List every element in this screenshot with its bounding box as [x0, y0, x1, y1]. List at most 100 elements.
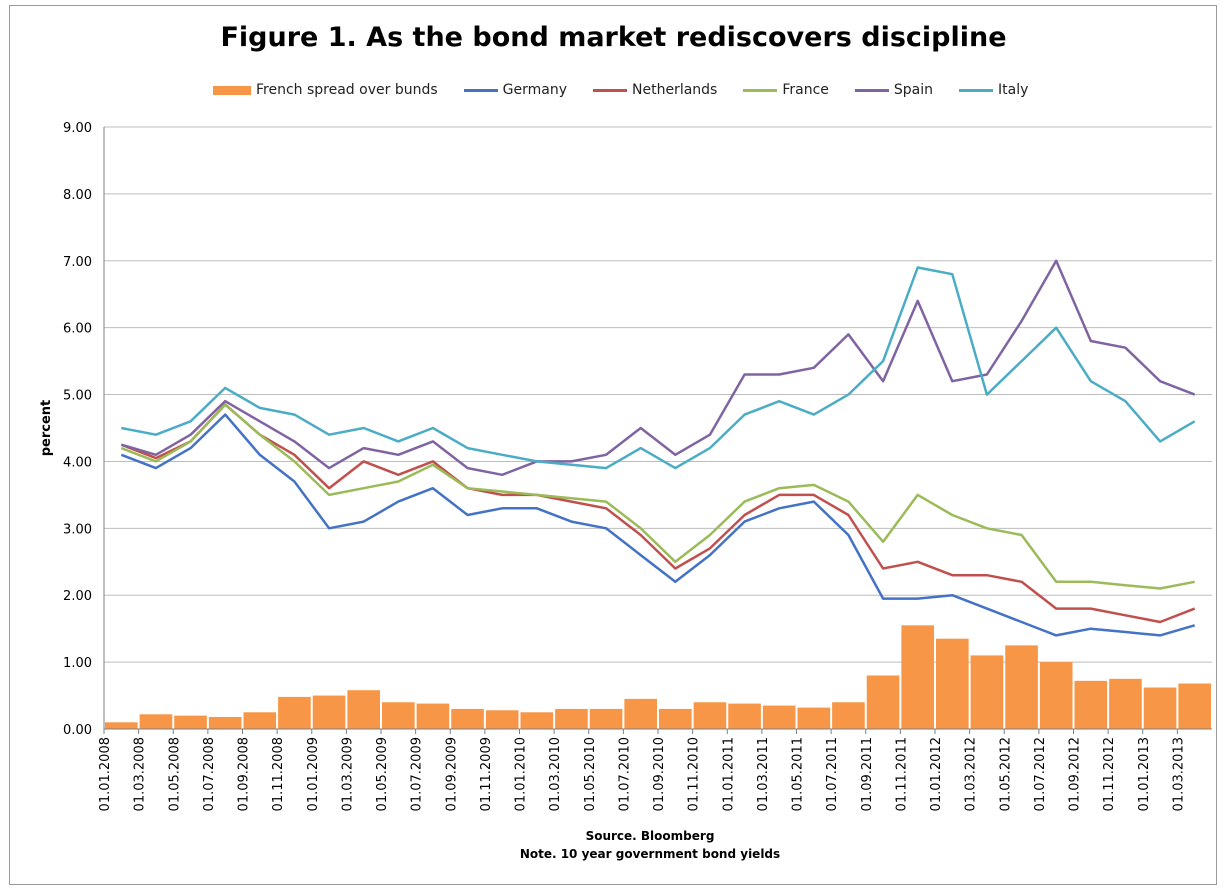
legend-swatch-italy: [959, 88, 994, 92]
x-tick-label: 01.09.2009: [444, 737, 459, 811]
y-tick-label: 2.00: [63, 589, 92, 604]
x-tick-label: 01.01.2012: [929, 737, 944, 811]
x-tick-label: 01.05.2012: [998, 737, 1013, 811]
legend-item-spain: Spain: [854, 82, 933, 98]
spread-bar: [728, 703, 761, 729]
yield-lines: [120, 259, 1196, 637]
x-tick-label: 01.01.2010: [514, 737, 529, 811]
x-tick-label: 01.07.2012: [1033, 737, 1048, 811]
x-tick-label: 01.03.2013: [1171, 737, 1186, 811]
spread-bar: [659, 708, 692, 729]
x-tick-label: 01.11.2012: [1102, 737, 1117, 811]
x-tick-label: 01.05.2008: [167, 737, 182, 811]
spread-bar: [312, 695, 346, 729]
legend-label-netherlands: Netherlands: [632, 82, 718, 98]
legend-swatch-germany: [463, 88, 498, 92]
x-tick-label: 01.09.2011: [860, 737, 875, 811]
legend-item-germany: Germany: [463, 82, 567, 98]
x-tick-label: 01.03.2008: [133, 737, 148, 811]
y-tick-label: 1.00: [63, 656, 92, 671]
legend-item-netherlands: Netherlands: [593, 82, 717, 98]
spread-bar: [589, 708, 623, 729]
spread-bar: [174, 715, 207, 729]
legend-label-germany: Germany: [502, 82, 567, 98]
spread-bar: [347, 690, 380, 729]
spread-bar: [1178, 683, 1211, 729]
x-tick-label: 01.05.2011: [791, 737, 806, 811]
spread-bar: [416, 703, 450, 729]
x-tick-label: 01.01.2013: [1137, 737, 1152, 811]
spread-bar: [520, 712, 554, 729]
x-tick-label: 01.09.2010: [652, 737, 667, 811]
legend-item-italy: Italy: [959, 82, 1028, 98]
x-tick-label: 01.11.2011: [894, 737, 909, 811]
legend-item-french-spread: French spread over bunds: [213, 82, 438, 98]
spread-bar: [901, 625, 934, 729]
x-tick-label: 01.11.2010: [687, 737, 702, 811]
series-line-france: [120, 403, 1195, 590]
x-tick-labels: 01.01.2008 01.03.2008 01.05.2008 01.07.2008…: [98, 729, 1186, 811]
chart-legend: French spread over bunds Germany Netherl…: [213, 80, 1054, 100]
spread-bar: [797, 707, 831, 729]
legend-swatch-spain: [854, 88, 889, 92]
spread-bar: [866, 675, 900, 729]
y-tick-label: 6.00: [63, 322, 92, 337]
x-tick-label: 01.01.2008: [98, 737, 113, 811]
x-tick-label: 01.01.2009: [306, 737, 321, 811]
spread-bar: [555, 708, 588, 729]
x-tick-label: 01.01.2011: [721, 737, 736, 811]
series-line-spain: [120, 259, 1196, 477]
x-tick-label: 01.03.2012: [964, 737, 979, 811]
x-tick-label: 01.09.2008: [237, 737, 252, 811]
spread-bar: [382, 702, 415, 729]
spread-bar: [1143, 687, 1177, 729]
spread-bar: [693, 702, 727, 729]
spread-bar: [278, 696, 311, 729]
x-tick-label: 01.07.2008: [202, 737, 217, 811]
spread-bar: [208, 716, 242, 729]
y-tick-label: 3.00: [63, 522, 92, 537]
x-tick-label: 01.03.2009: [340, 737, 355, 811]
y-tick-label: 7.00: [63, 255, 92, 270]
spread-bar: [624, 698, 657, 729]
legend-swatch-netherlands: [593, 88, 627, 92]
y-tick-label: 9.00: [63, 121, 92, 136]
x-tick-label: 01.03.2011: [756, 737, 771, 811]
series-line-italy: [121, 266, 1196, 470]
y-axis-label: percent: [39, 400, 54, 457]
spread-bar: [105, 722, 138, 729]
y-tick-label: 8.00: [63, 188, 92, 203]
series-line-netherlands: [120, 403, 1196, 624]
y-tick-label: 4.00: [63, 455, 92, 470]
spread-bar: [1109, 678, 1142, 729]
source-note: Source. Bloomberg Note. 10 year governme…: [0, 827, 1227, 863]
y-tick-labels: 0.00 1.00 2.00 3.00 4.00 5.00 6.00 7.00 8.00 9.00: [63, 121, 92, 738]
x-tick-label: 01.11.2009: [479, 737, 494, 811]
y-tick-label: 5.00: [63, 389, 92, 404]
spread-bar: [451, 708, 484, 729]
legend-swatch-france: [743, 88, 778, 92]
legend-item-france: France: [743, 82, 829, 98]
x-tick-label: 01.03.2010: [548, 737, 563, 811]
spread-bar: [936, 638, 969, 729]
legend-label-french-spread: French spread over bunds: [256, 82, 438, 98]
x-tick-label: 01.07.2010: [617, 737, 632, 811]
footnote: Note. 10 year government bond yields: [519, 847, 781, 861]
spread-bar: [1005, 645, 1038, 729]
y-tick-label: 0.00: [63, 723, 92, 738]
x-tick-label: 01.05.2009: [375, 737, 390, 811]
x-tick-label: 01.07.2009: [410, 737, 425, 811]
legend-label-italy: Italy: [998, 82, 1029, 98]
legend-swatch-french-spread: [213, 85, 251, 95]
spread-bar: [970, 655, 1004, 729]
spread-bar: [139, 714, 173, 729]
chart-title: Figure 1. As the bond market rediscovers…: [220, 22, 1007, 53]
chart-frame: [9, 5, 1217, 885]
spread-bar: [762, 705, 796, 729]
legend-label-france: France: [782, 82, 829, 98]
x-tick-label: 01.11.2008: [271, 737, 286, 811]
spread-bars: [105, 625, 1211, 729]
x-axis-label: Source. Bloomberg: [585, 829, 715, 843]
spread-bar: [832, 702, 865, 729]
